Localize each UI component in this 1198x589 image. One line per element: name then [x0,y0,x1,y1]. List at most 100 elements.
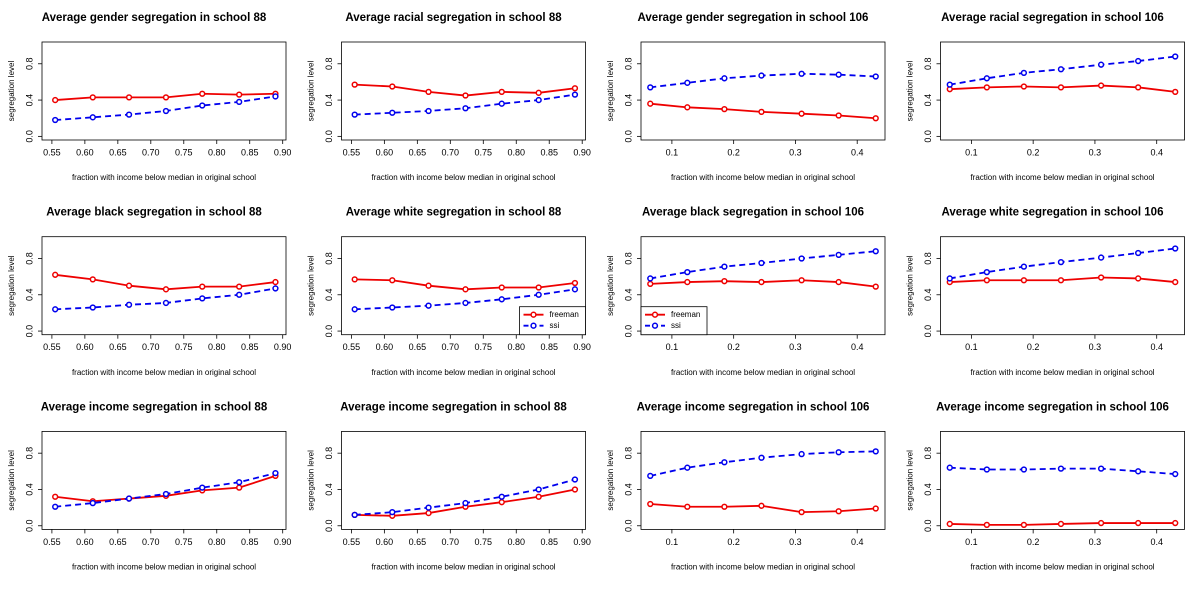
x-tick-label: 0.3 [789,537,802,547]
data-point [872,115,879,122]
data-point [272,93,279,100]
data-point [571,286,579,293]
data-point [1020,277,1028,284]
x-axis-label: fraction with income below median in ori… [970,173,1154,182]
data-point [89,94,96,101]
panel: Average gender segregation in school 88 f… [7,12,291,182]
data-point [125,495,133,502]
plot-box [940,236,1185,336]
x-tick-label: 0.4 [1150,537,1163,547]
x-tick-label: 0.75 [475,342,493,352]
x-tick-label: 0.75 [175,342,193,352]
data-point [721,459,728,466]
data-point [425,302,432,309]
data-point [983,521,990,529]
data-point [946,81,953,88]
data-point [798,509,805,516]
data-point [946,520,953,528]
x-tick-label: 0.85 [540,342,558,352]
data-point [89,114,96,121]
data-point [1097,465,1105,472]
plot-box [940,430,1185,530]
data-point [571,279,579,287]
legend-marker [651,311,659,318]
x-tick-label: 0.80 [507,342,525,352]
x-tick-label: 0.1 [965,537,978,547]
y-tick-label: 0.8 [324,58,334,71]
y-tick-label: 0.4 [923,483,933,496]
data-point [236,98,243,106]
y-tick-label: 0.4 [623,483,633,496]
legend-label: ssi [550,321,560,330]
data-point [498,88,505,96]
data-point [1135,519,1142,527]
y-tick-label: 0.4 [324,483,334,496]
data-point [983,268,990,276]
x-tick-label: 0.70 [142,342,160,352]
x-axis-label: fraction with income below median in ori… [671,563,855,572]
data-point [872,448,879,455]
data-point [389,277,396,284]
data-point [199,283,206,290]
data-point [1057,465,1065,472]
data-point [872,73,879,80]
data-point [425,282,432,289]
data-point [798,450,805,458]
x-tick-label: 0.70 [442,147,460,157]
x-tick-label: 0.1 [666,147,679,157]
data-point [52,503,59,510]
x-tick-label: 0.55 [43,342,61,352]
data-point [125,301,133,308]
x-tick-label: 0.80 [208,342,226,352]
data-point [52,306,59,313]
x-tick-label: 0.60 [376,537,394,547]
y-tick-label: 0.8 [923,252,933,265]
x-tick-label: 0.75 [175,537,193,547]
data-point [89,499,96,507]
y-tick-label: 0.0 [24,130,34,143]
x-tick-label: 0.65 [109,342,127,352]
plot-box [41,41,287,141]
x-tick-label: 0.80 [507,147,525,157]
x-tick-label: 0.2 [1027,342,1040,352]
data-point [647,280,654,288]
data-point [1097,61,1105,68]
data-point [272,285,279,292]
data-point [1135,84,1142,91]
data-point [162,94,170,101]
data-point [835,449,842,456]
y-tick-label: 0.4 [623,289,633,302]
data-point [389,109,396,116]
y-axis-label: segregation level [307,255,316,316]
y-tick-label: 0.8 [923,58,933,71]
data-point [389,509,396,516]
data-point [1020,521,1028,529]
panel-title: Average income segregation in school 106 [936,401,1169,413]
x-axis-label: fraction with income below median in ori… [72,563,256,572]
data-point [425,107,432,115]
x-tick-label: 0.4 [851,537,864,547]
x-tick-label: 0.2 [727,537,740,547]
x-tick-label: 0.1 [965,342,978,352]
y-tick-label: 0.0 [324,520,334,533]
y-tick-label: 0.0 [923,130,933,143]
panel: Average income segregation in school 106… [906,401,1185,572]
x-tick-label: 0.60 [76,342,94,352]
data-point [1172,53,1179,60]
data-point [425,509,432,517]
y-axis-label: segregation level [7,61,16,122]
data-point [1057,66,1065,73]
panel: Average income segregation in school 88 f… [307,401,591,571]
y-tick-label: 0.4 [623,94,633,107]
x-tick-label: 0.90 [274,342,292,352]
data-point [835,112,842,119]
y-tick-label: 0.8 [24,252,34,265]
x-tick-label: 0.65 [409,147,427,157]
x-axis-label: fraction with income below median in ori… [72,173,256,182]
y-axis-label: segregation level [906,255,915,316]
data-point [647,275,654,282]
y-tick-label: 0.0 [923,520,933,533]
x-tick-label: 0.2 [727,342,740,352]
data-point [162,286,170,293]
data-point [535,291,542,298]
